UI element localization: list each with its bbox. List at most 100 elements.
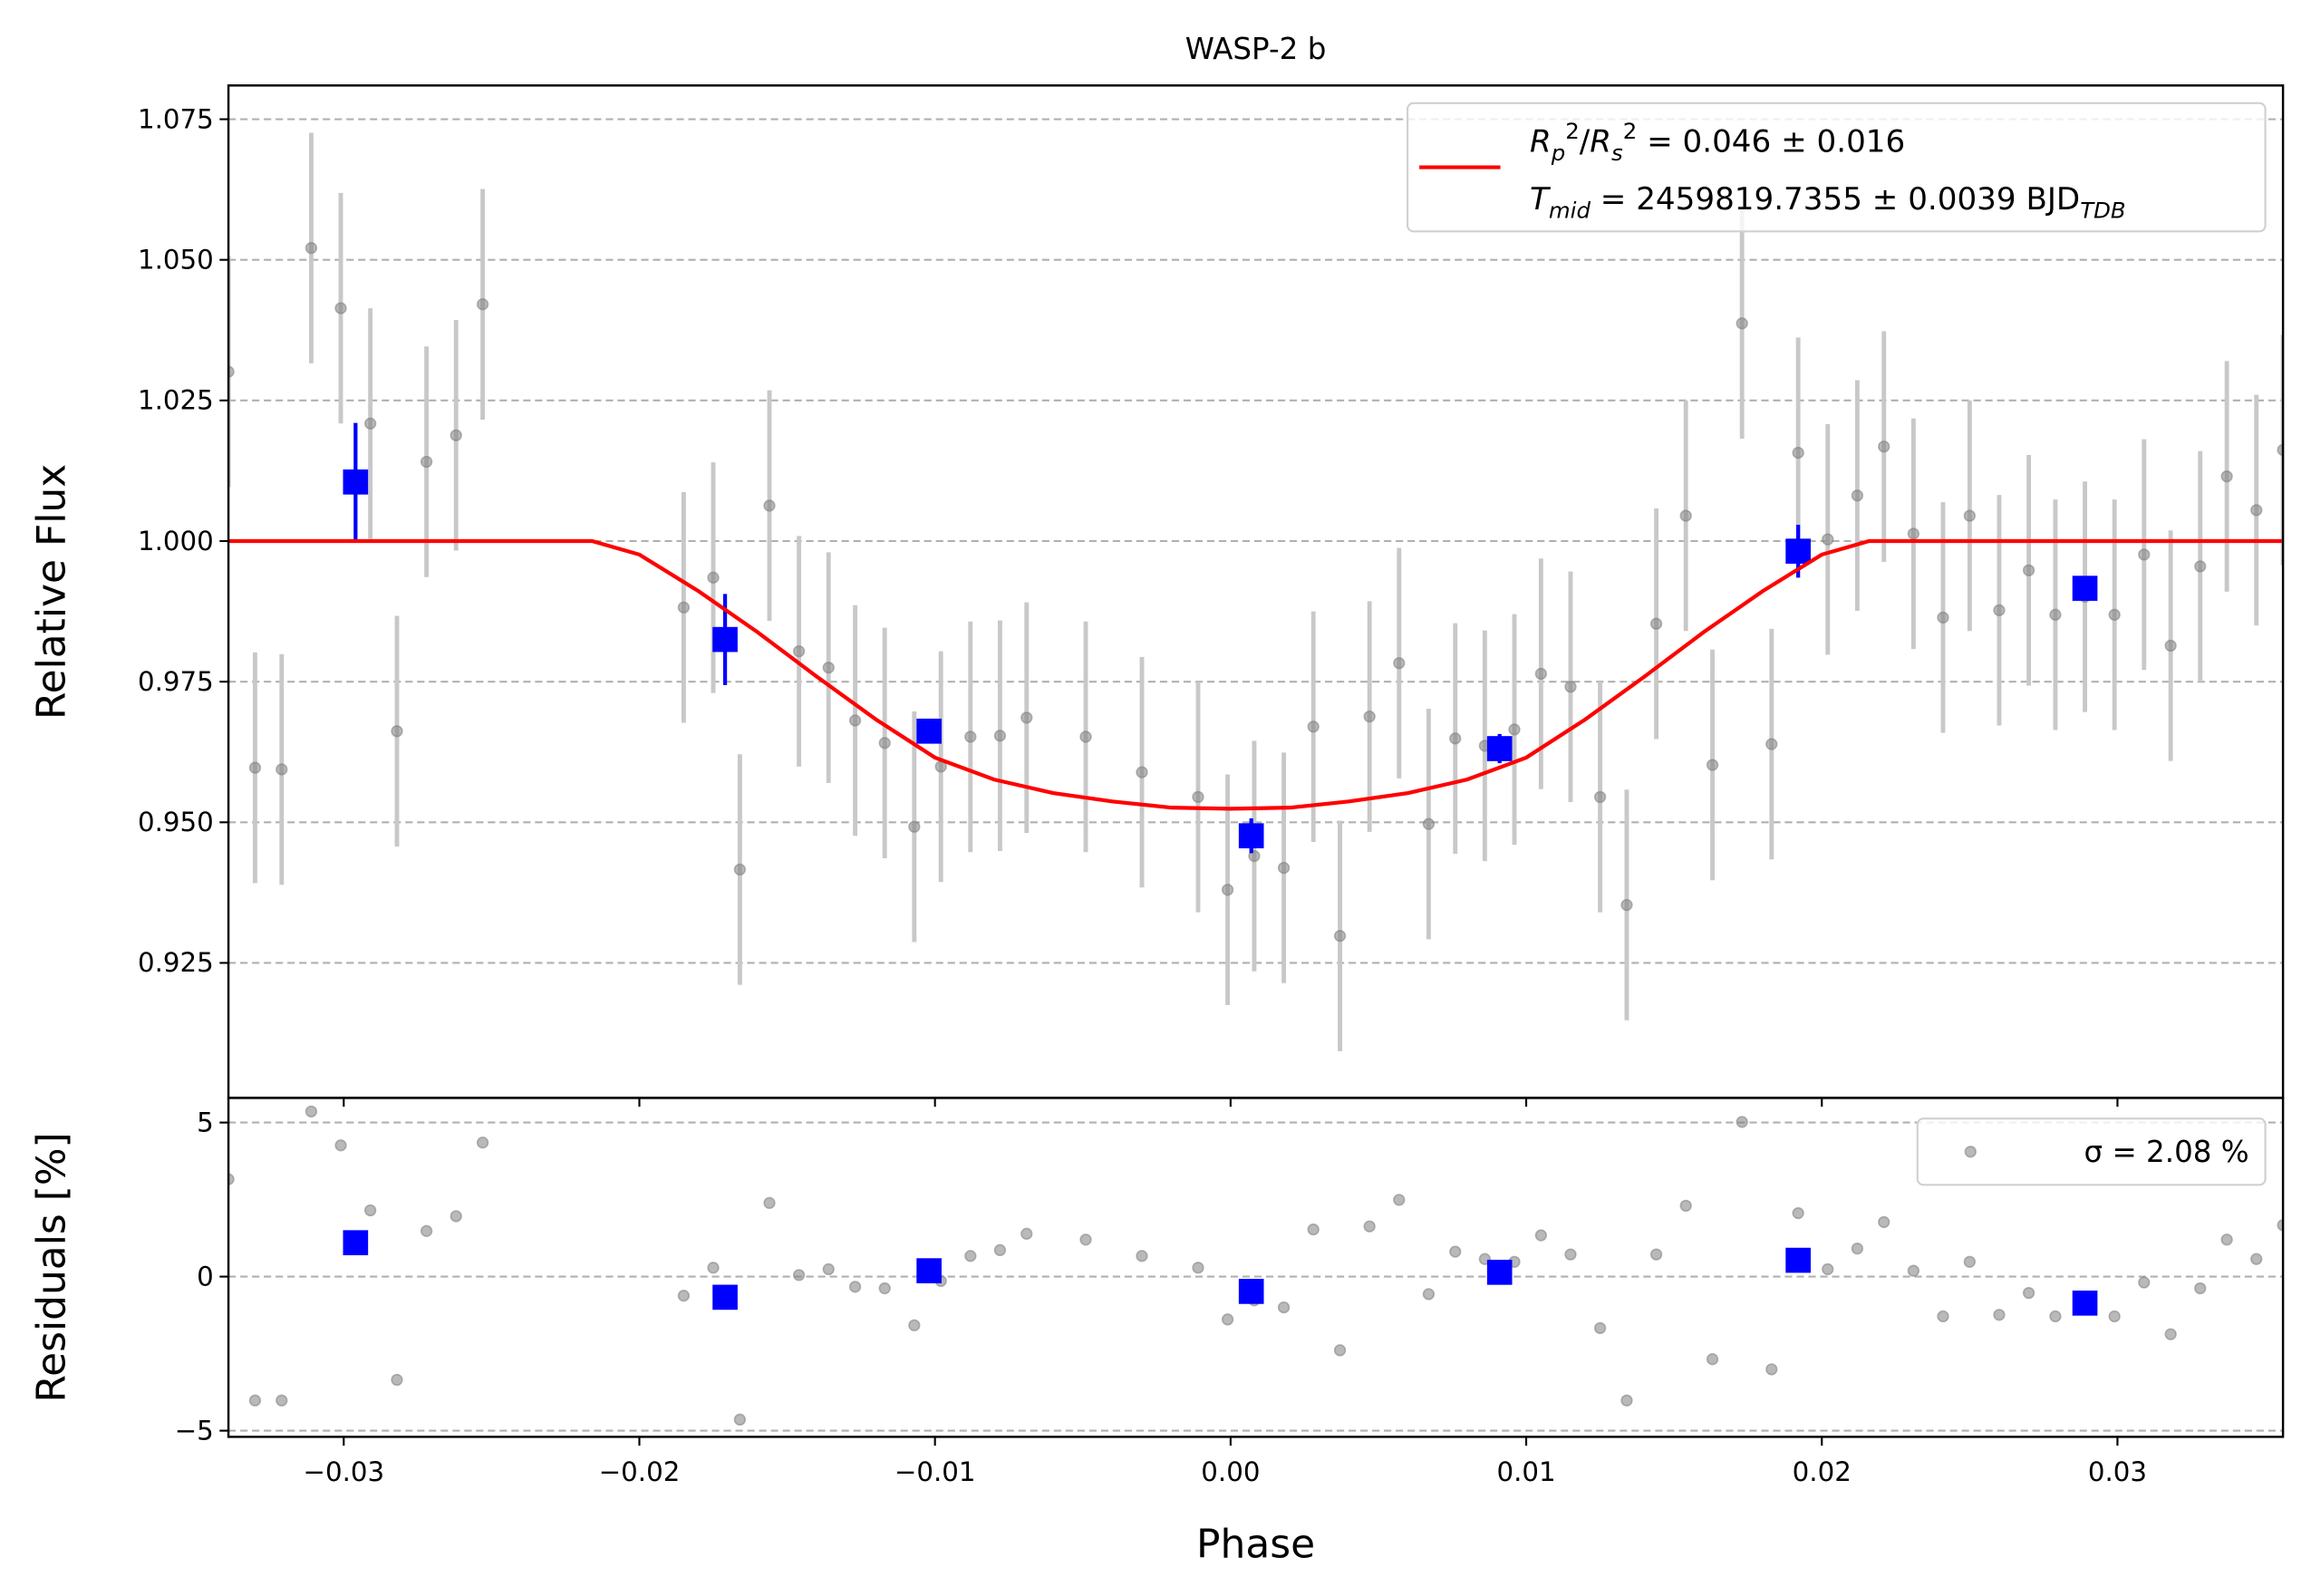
- data-point: [1765, 738, 1778, 750]
- data-point: [305, 241, 318, 255]
- binned-point: [916, 718, 942, 744]
- data-point: [707, 1262, 720, 1274]
- data-point: [908, 1319, 921, 1331]
- y-tick-label: 1.050: [138, 244, 214, 275]
- x-tick-label: 0.02: [1793, 1456, 1852, 1487]
- data-point: [1307, 1223, 1320, 1236]
- data-point: [1736, 317, 1748, 330]
- data-point: [1907, 527, 1920, 540]
- data-point: [1020, 1227, 1033, 1241]
- data-point: [1937, 611, 1949, 624]
- data-point: [2250, 1253, 2263, 1265]
- data-point: [1792, 446, 1804, 459]
- binned-point: [2072, 1291, 2098, 1316]
- data-point: [792, 644, 806, 658]
- data-point: [993, 730, 1007, 742]
- data-point: [1307, 721, 1320, 733]
- data-point: [1851, 489, 1864, 502]
- data-point: [2049, 608, 2062, 621]
- data-point: [1765, 1363, 1778, 1376]
- binned-point: [2072, 576, 2098, 601]
- legend-label-part: p: [1551, 140, 1565, 166]
- data-point: [677, 601, 691, 614]
- y-tick-label: 0.975: [138, 666, 214, 697]
- data-point: [1706, 759, 1719, 771]
- y-tick-label: 1.000: [138, 526, 214, 556]
- data-point: [707, 571, 720, 585]
- data-point: [1649, 1248, 1663, 1261]
- data-point: [1248, 849, 1261, 863]
- legend-label-part: R: [1530, 123, 1552, 160]
- data-point: [2277, 443, 2284, 457]
- data-point: [993, 1243, 1007, 1257]
- legend-box: [1916, 1117, 2267, 1186]
- data-point: [1192, 1262, 1204, 1274]
- model-line: [228, 538, 2284, 811]
- y-tick-label: 5: [197, 1107, 214, 1137]
- data-point: [391, 1373, 403, 1387]
- data-point: [1393, 657, 1406, 670]
- data-point: [1878, 1215, 1890, 1229]
- data-point: [334, 302, 347, 314]
- legend-label-part: = 2459819.7355 ± 0.0039 BJD: [1591, 181, 2080, 218]
- data-point: [1963, 509, 1977, 522]
- data-point: [2138, 1276, 2151, 1289]
- data-point: [964, 1250, 977, 1262]
- data-point: [1508, 723, 1521, 736]
- data-point: [964, 730, 977, 743]
- data-point: [822, 1262, 835, 1276]
- data-point: [2108, 608, 2121, 621]
- binned-point: [1785, 538, 1811, 564]
- data-point: [1277, 1301, 1291, 1314]
- data-point: [2194, 560, 2207, 573]
- data-point: [677, 1290, 691, 1302]
- data-point: [228, 1173, 235, 1185]
- data-point: [1937, 1310, 1949, 1323]
- data-point: [420, 455, 433, 469]
- data-point: [2277, 1219, 2284, 1232]
- data-point: [1192, 790, 1204, 804]
- data-point: [1851, 1242, 1864, 1255]
- data-point: [1620, 898, 1633, 912]
- y-tick-label: 0.925: [138, 947, 214, 978]
- data-point: [822, 661, 835, 674]
- data-point: [1449, 1245, 1462, 1258]
- data-point: [1593, 790, 1607, 804]
- data-point: [2108, 1310, 2121, 1323]
- data-point: [1649, 617, 1663, 630]
- legend-label-part: TDB: [2080, 198, 2125, 224]
- data-point: [276, 1394, 288, 1407]
- data-point: [1564, 1248, 1577, 1261]
- data-point: [1993, 604, 2006, 617]
- data-point: [878, 737, 891, 750]
- data-point: [1449, 732, 1462, 745]
- data-point: [1221, 1313, 1234, 1326]
- y-tick-label: 0.950: [138, 807, 214, 837]
- data-point: [2194, 1282, 2207, 1295]
- data-point: [228, 365, 235, 378]
- data-point: [1333, 929, 1347, 943]
- plot-area: [228, 132, 2284, 1051]
- data-point: [908, 820, 921, 833]
- data-point: [1564, 681, 1577, 693]
- binned-point: [1785, 1247, 1811, 1273]
- y-axis-label: Relative Flux: [29, 464, 75, 720]
- binned-point: [1486, 736, 1513, 761]
- legend-label-part: T: [1530, 181, 1552, 218]
- data-point: [2220, 1233, 2233, 1246]
- data-point: [1136, 766, 1148, 779]
- y-axis-label: Residuals [%]: [29, 1132, 75, 1402]
- data-point: [2138, 548, 2151, 561]
- data-point: [1679, 509, 1692, 522]
- y-tick-label: 0: [197, 1261, 214, 1291]
- data-point: [878, 1282, 891, 1295]
- chart-title: WASP-2 b: [1185, 32, 1327, 66]
- plot-area: [228, 1105, 2284, 1427]
- data-point: [2049, 1310, 2062, 1323]
- data-point: [420, 1224, 433, 1237]
- binned-point: [1238, 823, 1264, 849]
- data-point: [450, 1210, 462, 1223]
- data-point: [1736, 1116, 1748, 1128]
- y-tick-label: 1.025: [138, 385, 214, 416]
- legend-marker: [1964, 1146, 1977, 1158]
